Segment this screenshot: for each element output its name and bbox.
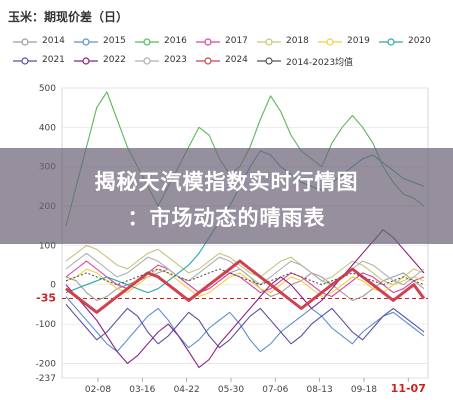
banner-line-1: 揭秘天汽模指数实时行情图: [94, 170, 359, 194]
y-tick-label: 400: [39, 123, 56, 133]
overlay-banner: 揭秘天汽模指数实时行情图 ：市场动态的晴雨表: [0, 148, 453, 244]
legend-swatch: [379, 38, 403, 46]
series-line-2022: [65, 229, 425, 368]
legend-label: 2016: [164, 36, 187, 46]
y-tick-label: -200: [36, 359, 57, 369]
x-tick-label: 05-30: [218, 385, 244, 395]
legend-label: 2015: [103, 36, 126, 46]
x-tick-label: 07-06: [262, 385, 288, 395]
series-line-2018: [65, 244, 425, 286]
series-line-2015: [65, 296, 425, 353]
x-tick-label: 09-18: [351, 385, 377, 395]
legend-swatch: [196, 57, 220, 65]
legend-label: 2014: [42, 36, 65, 46]
legend-label: 2024: [225, 55, 248, 65]
legend-swatch: [257, 57, 281, 65]
y-tick-label: -100: [36, 320, 57, 330]
series-line-2021: [65, 304, 425, 349]
legend-label: 2019: [347, 36, 370, 46]
legend-label: 2017: [225, 36, 248, 46]
legend-label: 2020: [408, 36, 431, 46]
series-line-2017: [65, 260, 425, 298]
x-tick-label: 04-22: [174, 385, 200, 395]
legend-swatch: [318, 38, 342, 46]
y-tick-label: 500: [39, 84, 56, 94]
legend-swatch: [196, 38, 220, 46]
x-tick-label: 02-08: [85, 385, 111, 395]
y-tick-label: -35: [36, 292, 56, 305]
legend-swatch: [74, 38, 98, 46]
legend-label: 2014-2023均值: [286, 58, 354, 68]
banner-line-2: ：市场动态的晴雨表: [127, 206, 326, 230]
legend-swatch: [135, 57, 159, 65]
y-tick-label: 0: [50, 281, 56, 291]
x-tick-label: 03-16: [129, 385, 155, 395]
series-line-2019: [65, 268, 425, 298]
legend-label: 2021: [42, 55, 65, 65]
chart-title: 玉米：期现价差（日）: [8, 10, 129, 24]
y-tick-label: 100: [39, 241, 56, 251]
legend-swatch: [135, 38, 159, 46]
x-tick-label: 08-13: [307, 385, 333, 395]
legend-swatch: [74, 57, 98, 65]
y-tick-label: -237: [36, 374, 56, 384]
series-line-2023: [65, 252, 425, 286]
legend-swatch: [13, 57, 37, 65]
x-tick-label: 11-07: [391, 382, 426, 395]
legend-swatch: [257, 38, 281, 46]
legend-label: 2023: [164, 55, 187, 65]
legend-label: 2018: [286, 36, 309, 46]
legend-label: 2022: [103, 55, 126, 65]
series-line-2024: [65, 259, 426, 314]
legend-swatch: [13, 38, 37, 46]
